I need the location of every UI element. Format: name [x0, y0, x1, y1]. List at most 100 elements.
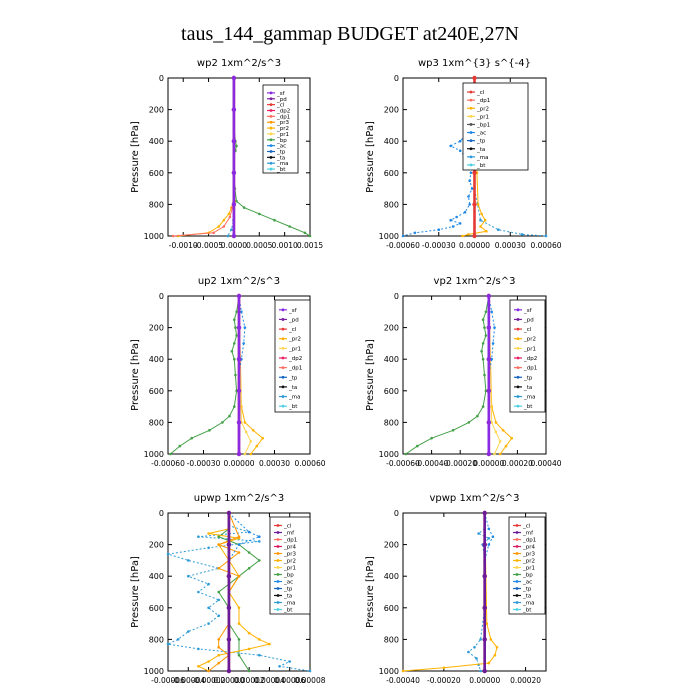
data-point [482, 510, 487, 516]
data-point [273, 218, 276, 222]
data-point [236, 293, 242, 299]
data-point [178, 444, 182, 448]
data-point [217, 638, 220, 641]
legend-marker [281, 346, 285, 350]
data-point [231, 202, 237, 207]
data-point [486, 293, 491, 299]
legend-label: _bp1 [476, 122, 490, 128]
legend: _sf _pd _cl _pr2 _pr1 _dp2 _dp1 _tp _ta _ma _bt [274, 299, 311, 413]
legend-marker [515, 601, 519, 604]
data-point [236, 325, 242, 330]
data-point [520, 233, 524, 236]
subplot-title: upwp 1xm^2/s^3 [194, 493, 284, 504]
legend-label: _cl [476, 90, 485, 96]
data-point [207, 622, 210, 625]
legend-marker [515, 545, 519, 548]
x-tick-label: 0.00008 [294, 676, 325, 685]
data-point [233, 357, 236, 361]
x-tick-label: 0.0010 [272, 241, 298, 250]
y-tick-label: 800 [384, 635, 399, 644]
data-point [481, 318, 485, 322]
data-point [235, 199, 238, 203]
legend-marker [469, 98, 473, 102]
legend-marker [469, 139, 473, 143]
data-point [449, 144, 453, 148]
subplot-title: vp2 1xm^2/s^3 [434, 276, 516, 287]
subplot-title: vpwp 1xm^2/s^3 [429, 493, 519, 504]
data-point [479, 225, 482, 228]
legend-marker [281, 385, 285, 389]
legend-box [509, 299, 546, 413]
x-tick-label: 0.00060 [530, 241, 561, 250]
data-point [468, 179, 472, 182]
data-point [247, 631, 251, 635]
y-tick-label: 800 [149, 200, 164, 209]
legend-marker [269, 114, 273, 118]
series-line-pr2 [197, 513, 271, 672]
legend-marker [281, 375, 285, 379]
y-tick-label: 600 [149, 387, 164, 396]
data-point [504, 444, 508, 448]
legend-label: _bt [276, 167, 286, 173]
data-point [288, 225, 292, 228]
legend-label: _ta [283, 594, 292, 600]
y-tick-label: 200 [149, 106, 164, 115]
legend-marker [269, 155, 273, 159]
subplot-6: vpwp 1xm^2/s^3 Pressure [hPa] 0 200 400 600 80… [365, 493, 547, 685]
x-tick-label: -0.00030 [422, 241, 456, 250]
data-point [197, 647, 200, 651]
data-point [472, 170, 477, 175]
data-point [486, 420, 491, 425]
legend-marker [281, 308, 285, 312]
data-point [243, 452, 247, 456]
legend-label: _dp1 [276, 114, 290, 120]
y-tick-label: 1000 [379, 667, 399, 676]
legend-label: _pr3 [283, 552, 297, 558]
data-point [467, 233, 470, 236]
data-point [226, 234, 230, 238]
data-point [247, 530, 251, 534]
y-axis-label: Pressure [hPa] [365, 339, 376, 411]
legend-marker [515, 594, 519, 597]
legend-marker [281, 337, 285, 341]
x-tick-label: 0.00030 [259, 459, 290, 468]
data-point [242, 342, 245, 345]
data-point [479, 218, 482, 222]
data-point [473, 646, 476, 649]
data-point [236, 388, 242, 393]
data-point [472, 202, 477, 207]
data-point [197, 535, 200, 538]
data-point [243, 326, 247, 329]
legend-marker [276, 566, 280, 569]
data-point [227, 212, 231, 216]
data-point [235, 144, 238, 148]
data-point [490, 421, 494, 424]
legend-label: _dp1 [522, 538, 536, 544]
x-tick-label: 0.00006 [274, 676, 305, 685]
data-point [261, 436, 265, 440]
data-point [217, 653, 220, 657]
y-tick-label: 200 [384, 324, 399, 333]
y-tick-label: 400 [384, 355, 399, 364]
data-point [491, 535, 495, 538]
legend-label: _pr1 [288, 346, 301, 352]
data-point [207, 669, 210, 673]
data-point [237, 535, 241, 538]
x-tick-label: 0.00000 [223, 459, 254, 468]
data-point [230, 228, 233, 231]
legend-marker [281, 395, 285, 398]
data-point [226, 574, 232, 579]
data-point [482, 605, 487, 610]
legend-marker [276, 524, 280, 527]
series-line-bp [170, 295, 240, 455]
legend-marker [516, 327, 520, 331]
y-axis-label: Pressure [hPa] [130, 339, 141, 411]
y-tick-label: 0 [159, 74, 164, 83]
y-tick-label: 1000 [144, 450, 164, 459]
legend-marker [281, 356, 285, 360]
data-point [480, 212, 483, 216]
legend: _cl_mf_dp1_pr4_pr3_pr2_pr1_bp_ac_tp_ta_m… [508, 516, 546, 615]
data-point [226, 542, 232, 547]
legend-label: _pr3 [522, 552, 536, 558]
data-point [469, 171, 473, 175]
